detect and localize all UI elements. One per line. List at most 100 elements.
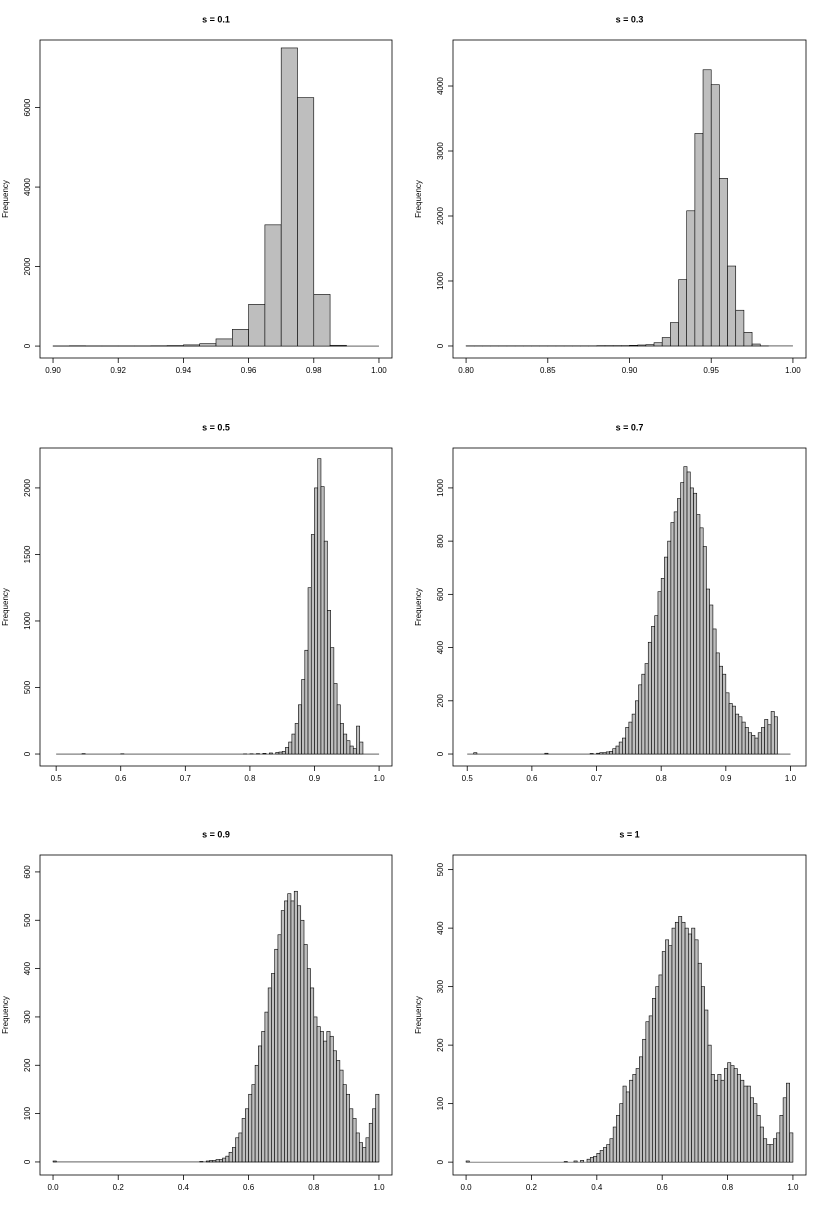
x-tick-label: 0.98 bbox=[306, 366, 322, 375]
histogram-bar bbox=[375, 1093, 380, 1163]
y-tick-label: 2000 bbox=[23, 257, 32, 275]
histogram-bar bbox=[294, 723, 299, 755]
histogram-bar bbox=[766, 1144, 771, 1163]
histogram-bar bbox=[632, 1074, 637, 1163]
x-tick-label: 0.6 bbox=[243, 1183, 255, 1192]
x-tick-label: 0.85 bbox=[540, 366, 556, 375]
histogram-bar bbox=[329, 1035, 334, 1163]
x-tick-label: 0.90 bbox=[622, 366, 638, 375]
histogram-bar bbox=[609, 751, 613, 755]
histogram-bar bbox=[349, 1108, 354, 1163]
histogram-bar bbox=[465, 1160, 470, 1163]
x-tick-label: 0.8 bbox=[308, 1183, 320, 1192]
histogram-bar bbox=[639, 1056, 643, 1163]
histogram-bar bbox=[710, 84, 720, 347]
histogram-bar bbox=[770, 711, 775, 755]
histogram-bar bbox=[336, 1060, 341, 1163]
y-tick-label: 400 bbox=[436, 921, 445, 935]
histogram-bar bbox=[317, 458, 322, 755]
histogram-bar bbox=[248, 304, 266, 347]
histogram-bar bbox=[702, 546, 707, 755]
histogram-bar bbox=[323, 540, 328, 755]
histogram-bar bbox=[280, 910, 285, 1163]
histogram-bar bbox=[731, 705, 736, 755]
histogram-bar bbox=[218, 1159, 223, 1163]
histogram-bar bbox=[352, 748, 357, 755]
histogram-bar bbox=[757, 732, 762, 755]
histogram-bar bbox=[664, 556, 668, 755]
y-tick-label: 500 bbox=[23, 913, 32, 927]
histogram-bar bbox=[355, 1132, 360, 1163]
histogram-bar bbox=[596, 752, 601, 755]
histogram-bar bbox=[696, 514, 701, 755]
histogram-bar bbox=[303, 944, 308, 1163]
histogram-bar bbox=[277, 934, 282, 1163]
histogram-bar bbox=[298, 704, 302, 755]
x-tick-label: 1.0 bbox=[785, 774, 797, 783]
histogram-bar bbox=[741, 721, 746, 755]
histogram-bar bbox=[761, 727, 765, 755]
histogram-bar bbox=[638, 684, 643, 755]
histogram-bar bbox=[719, 178, 728, 347]
plot-frame bbox=[39, 39, 393, 359]
y-axis-label: Frequency bbox=[1, 588, 10, 626]
histogram-bar bbox=[339, 1069, 344, 1163]
histogram-bar bbox=[714, 1079, 719, 1163]
y-tick-label: 1000 bbox=[23, 612, 32, 630]
histogram-bar bbox=[612, 1126, 617, 1163]
histogram-bar bbox=[316, 1026, 321, 1163]
histogram-bar bbox=[763, 1138, 768, 1163]
histogram-bar bbox=[629, 345, 638, 347]
plot-frame bbox=[452, 447, 807, 767]
histogram-bar bbox=[779, 1115, 784, 1163]
histogram-bar bbox=[652, 998, 656, 1163]
histogram-bar bbox=[596, 1153, 601, 1163]
histogram-bar bbox=[748, 732, 752, 755]
histogram-bar bbox=[686, 471, 691, 755]
histogram-bar bbox=[678, 916, 683, 1163]
histogram-bar bbox=[254, 1064, 259, 1163]
histogram-bar bbox=[719, 665, 723, 755]
histogram-bar bbox=[782, 1097, 787, 1163]
histogram-bar bbox=[593, 1155, 598, 1163]
histogram-bar bbox=[291, 733, 296, 755]
histogram-bar bbox=[52, 1160, 57, 1163]
y-tick-label: 300 bbox=[436, 979, 445, 993]
histogram-bar bbox=[245, 1108, 249, 1163]
chart-title: s = 0.5 bbox=[202, 422, 230, 432]
histogram-bar bbox=[264, 224, 282, 347]
histogram-bar bbox=[212, 1160, 217, 1163]
histogram-bar bbox=[343, 733, 348, 755]
histogram-bar bbox=[704, 1009, 709, 1163]
y-tick-label: 100 bbox=[23, 1106, 32, 1120]
histogram-bar bbox=[651, 625, 656, 755]
histogram-bar bbox=[727, 1062, 732, 1163]
histogram-bar bbox=[323, 1040, 328, 1163]
histogram-bar bbox=[215, 1159, 220, 1163]
histogram-bar bbox=[684, 927, 689, 1163]
chart-title: s = 0.3 bbox=[616, 14, 644, 24]
histogram-bar bbox=[769, 1144, 774, 1163]
y-tick-label: 4000 bbox=[436, 77, 445, 95]
histogram-bar bbox=[580, 1160, 585, 1163]
histogram-bar bbox=[267, 987, 272, 1163]
histogram-bar bbox=[647, 641, 652, 755]
histogram-bar bbox=[667, 540, 672, 755]
histogram-bar bbox=[319, 1031, 324, 1163]
histogram-bar bbox=[701, 986, 705, 1163]
histogram-bar bbox=[625, 1091, 630, 1163]
histogram-bar bbox=[304, 649, 309, 755]
histogram-bar bbox=[314, 487, 319, 755]
histogram-bar bbox=[356, 725, 361, 755]
chart-title: s = 1 bbox=[619, 829, 639, 839]
histogram-bar bbox=[712, 628, 717, 755]
x-tick-label: 1.00 bbox=[785, 366, 801, 375]
histogram-bar bbox=[342, 1084, 347, 1163]
histogram-bar bbox=[660, 578, 665, 755]
histogram-bar bbox=[280, 47, 298, 347]
histogram-bar bbox=[297, 905, 302, 1163]
histogram-bar bbox=[365, 1137, 370, 1163]
histogram-bar bbox=[750, 1097, 755, 1163]
histogram-bar bbox=[284, 900, 289, 1163]
